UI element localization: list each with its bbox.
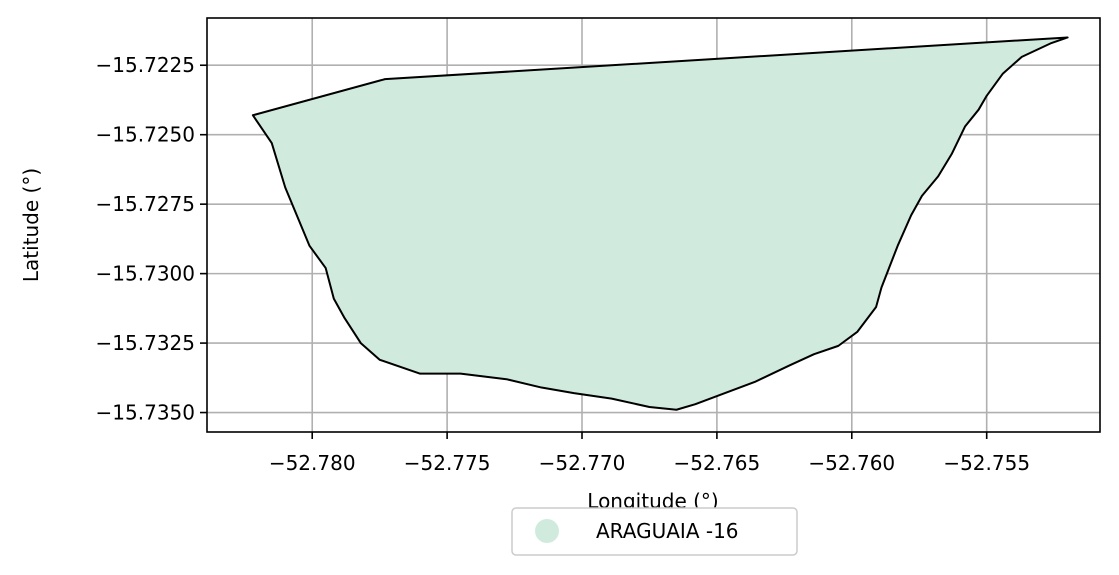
y-tick-label: −15.7350	[96, 401, 195, 425]
x-tick-label: −52.780	[269, 451, 356, 475]
y-tick-label: −15.7225	[96, 53, 195, 77]
y-tick-label: −15.7325	[96, 331, 195, 355]
y-tick-label: −15.7250	[96, 123, 195, 147]
legend-label: ARAGUAIA -16	[596, 519, 739, 543]
x-tick-label: −52.775	[404, 451, 491, 475]
x-tick-label: −52.755	[943, 451, 1030, 475]
legend-frame	[511, 507, 798, 556]
x-tick-label: −52.765	[674, 451, 761, 475]
plot-frame	[206, 17, 1101, 433]
y-axis-ticks: −15.7225 −15.7250 −15.7275 −15.7300 −15.7325…	[96, 53, 207, 425]
legend: ARAGUAIA -16	[511, 507, 798, 556]
y-tick-label: −15.7275	[96, 192, 195, 216]
x-tick-label: −52.760	[808, 451, 895, 475]
legend-marker	[535, 519, 559, 543]
x-tick-label: −52.770	[539, 451, 626, 475]
y-tick-label: −15.7300	[96, 262, 195, 286]
y-axis-label: Latitude (°)	[19, 168, 43, 282]
araguaia-polygon	[251, 36, 1069, 411]
x-axis-ticks: −52.780 −52.775 −52.770 −52.765 −52.760 −52.7…	[269, 432, 1030, 475]
